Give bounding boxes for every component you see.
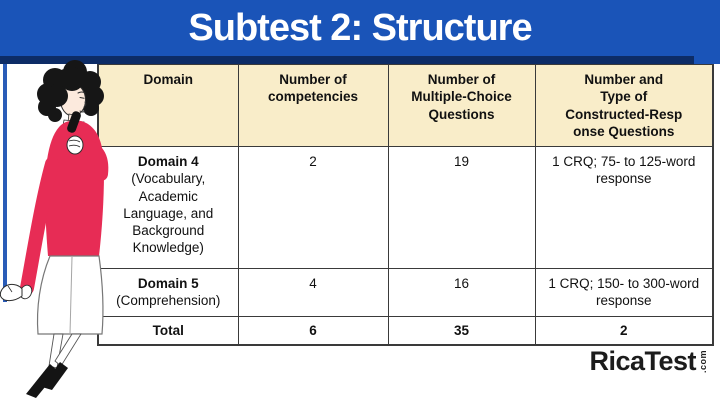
cell-domain4-competencies: 2: [237, 146, 389, 270]
brand-name: RicaTest: [589, 346, 696, 376]
cell-total-mc: 35: [387, 315, 536, 346]
brand-suffix: .com: [698, 349, 708, 373]
title-bar-underline-notch: [694, 56, 720, 64]
title-bar-underline: [0, 56, 720, 64]
header-domain: Domain: [97, 63, 239, 148]
table-total-row: Total 6 35 2: [97, 315, 714, 346]
title-bar: Subtest 2: Structure: [0, 0, 720, 56]
header-cr-questions: Number and Type of Constructed-Resp onse…: [534, 63, 714, 148]
domain-name: Domain 5: [137, 276, 199, 292]
open-hand: [0, 283, 23, 302]
cell-domain4-mc: 19: [387, 146, 536, 270]
cell-total-competencies: 6: [237, 315, 389, 346]
domain-name: Domain 4: [137, 154, 199, 170]
table-row: Domain 5 (Comprehension) 4 16 1 CRQ; 150…: [97, 268, 714, 317]
cell-domain5-competencies: 4: [237, 268, 389, 317]
shoe: [26, 364, 58, 398]
skirt: [36, 255, 104, 335]
left-accent-line: [3, 64, 7, 302]
cell-domain5-mc: 16: [387, 268, 536, 317]
domain-description: (Vocabulary, Academic Language, and Back…: [123, 171, 214, 256]
cell-domain5-crq: 1 CRQ; 150- to 300-word response: [534, 268, 714, 317]
cell-total-label: Total: [97, 315, 239, 346]
shoe: [42, 362, 68, 390]
cell-total-crq: 2: [534, 315, 714, 346]
brand-logo: RicaTest .com: [589, 346, 708, 376]
cell-domain4-crq: 1 CRQ; 75- to 125-word response: [534, 146, 714, 270]
table-header-row: Domain Number of competencies Number of …: [97, 63, 714, 148]
table-row: Domain 4 (Vocabulary, Academic Language,…: [97, 146, 714, 270]
header-competencies: Number of competencies: [237, 63, 389, 148]
woman-speaker-illustration: [0, 60, 109, 398]
face-features: [77, 91, 87, 113]
domain-description: (Comprehension): [116, 293, 221, 309]
structure-table: Domain Number of competencies Number of …: [97, 63, 714, 347]
header-mc-questions: Number of Multiple-Choice Questions: [387, 63, 536, 148]
page-title: Subtest 2: Structure: [188, 7, 532, 49]
structure-table-container: Domain Number of competencies Number of …: [97, 63, 714, 347]
microphone-icon: [67, 111, 81, 133]
cell-domain-4: Domain 4 (Vocabulary, Academic Language,…: [97, 146, 239, 270]
